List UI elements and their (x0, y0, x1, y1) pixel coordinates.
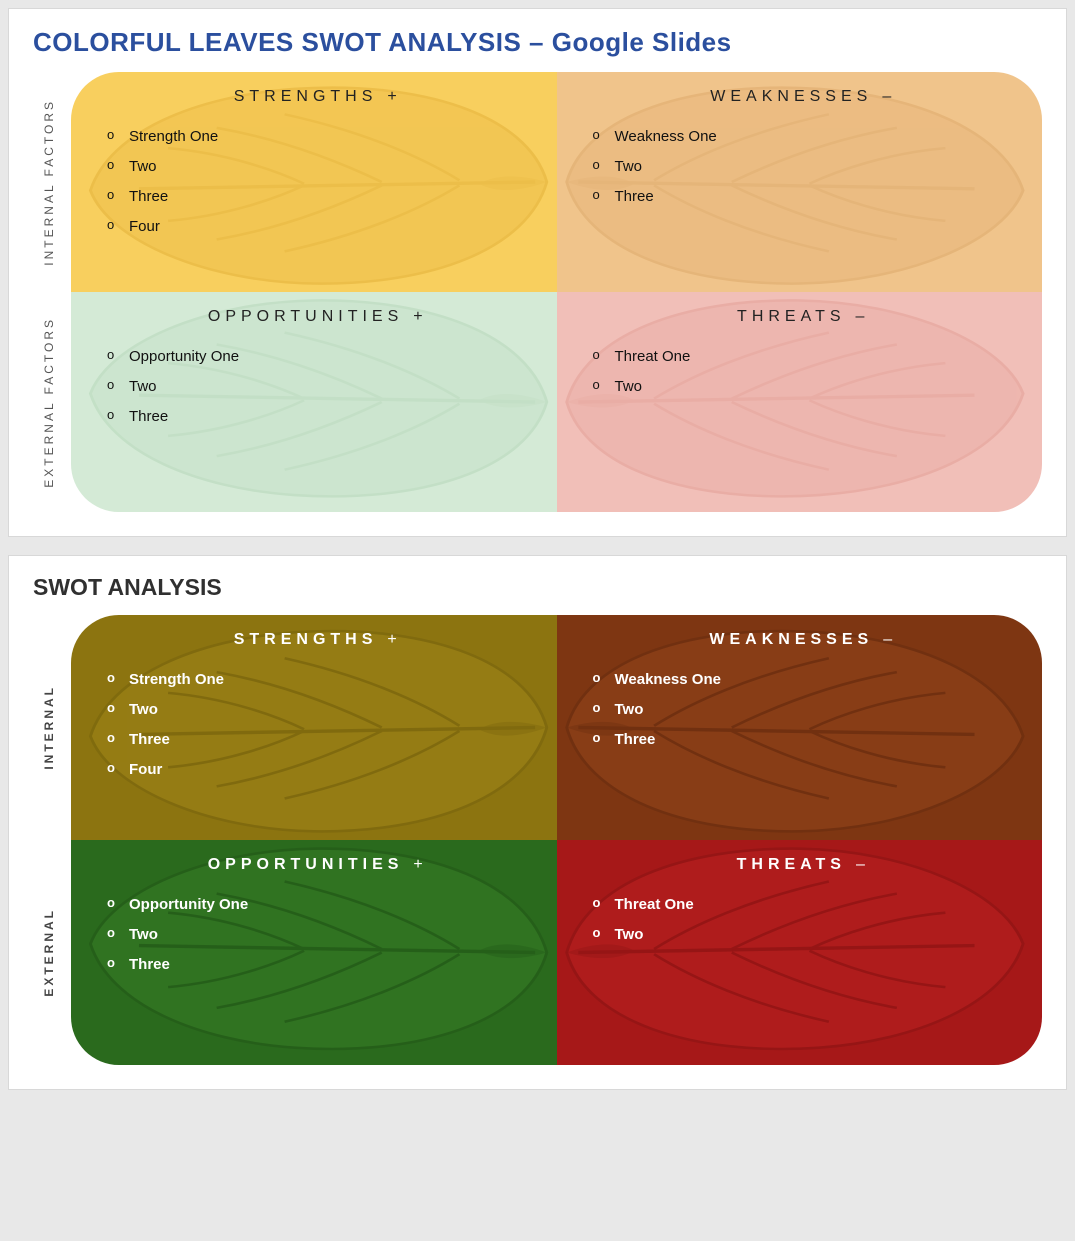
list-item: Weakness One (593, 665, 1015, 695)
quad-sign: + (413, 308, 427, 325)
slide-2-side-labels: INTERNAL EXTERNAL (33, 615, 65, 1065)
quad-items-weaknesses: Weakness OneTwoThree (593, 122, 1015, 212)
side-label-internal: INTERNAL FACTORS (33, 72, 65, 292)
quad-threats: THREATS– Threat OneTwo (557, 292, 1043, 512)
quad-sign: + (413, 856, 427, 873)
quad-weaknesses: WEAKNESSES– Weakness OneTwoThree (557, 615, 1043, 840)
quad-threats: THREATS– Threat OneTwo (557, 840, 1043, 1065)
quad-heading-threats: THREATS– (593, 308, 1015, 326)
quad-heading-opportunities: OPPORTUNITIES + (107, 308, 529, 326)
quad-heading-weaknesses: WEAKNESSES– (593, 631, 1015, 649)
quad-sign: + (387, 631, 401, 648)
slide-2-title: SWOT ANALYSIS (33, 574, 1042, 601)
quad-heading-strengths: STRENGTHS + (107, 631, 529, 649)
quad-sign: – (883, 631, 897, 648)
list-item: Three (593, 725, 1015, 755)
quad-heading-opportunities: OPPORTUNITIES + (107, 856, 529, 874)
slide-1-swot: INTERNAL FACTORS EXTERNAL FACTORS STRENG… (33, 72, 1042, 512)
quad-items-threats: Threat OneTwo (593, 342, 1015, 402)
list-item: Three (593, 182, 1015, 212)
list-item: Three (107, 950, 529, 980)
slide-1-grid: STRENGTHS+Strength OneTwoThreeFour WEAKN… (71, 72, 1042, 512)
slide-1-card: COLORFUL LEAVES SWOT ANALYSIS – Google S… (8, 8, 1067, 537)
list-item: Two (107, 695, 529, 725)
list-item: Strength One (107, 122, 529, 152)
quad-sign: – (856, 856, 870, 873)
side-label-internal: INTERNAL (33, 615, 65, 840)
quad-weaknesses: WEAKNESSES– Weakness OneTwoThree (557, 72, 1043, 292)
quad-heading-text: WEAKNESSES (709, 631, 873, 648)
list-item: Three (107, 402, 529, 432)
list-item: Opportunity One (107, 342, 529, 372)
quad-opportunities: OPPORTUNITIES + Opportunity OneTwoThree (71, 292, 557, 512)
quad-heading-text: THREATS (737, 856, 846, 873)
quad-sign: – (856, 308, 870, 325)
quad-items-threats: Threat OneTwo (593, 890, 1015, 950)
quad-heading-weaknesses: WEAKNESSES– (593, 88, 1015, 106)
list-item: Two (107, 372, 529, 402)
list-item: Threat One (593, 342, 1015, 372)
list-item: Strength One (107, 665, 529, 695)
slide-2-grid: STRENGTHS+Strength OneTwoThreeFour WEAKN… (71, 615, 1042, 1065)
list-item: Two (593, 152, 1015, 182)
quad-heading-text: OPPORTUNITIES (208, 856, 404, 873)
side-label-external: EXTERNAL FACTORS (33, 292, 65, 512)
quad-heading-text: THREATS (737, 308, 845, 325)
slide-2-swot: INTERNAL EXTERNAL STRENGTHS + Strength One… (33, 615, 1042, 1065)
quad-sign: + (387, 88, 401, 105)
list-item: Three (107, 725, 529, 755)
list-item: Two (593, 695, 1015, 725)
quad-strengths: STRENGTHS + Strength OneTwoThreeFour (71, 615, 557, 840)
quad-heading-text: STRENGTHS (234, 88, 378, 105)
list-item: Four (107, 755, 529, 785)
quad-heading-text: WEAKNESSES (710, 88, 872, 105)
side-label-external: EXTERNAL (33, 840, 65, 1065)
list-item: Two (107, 152, 529, 182)
list-item: Two (593, 372, 1015, 402)
quad-opportunities: OPPORTUNITIES + Opportunity OneTwoThree (71, 840, 557, 1065)
list-item: Four (107, 212, 529, 242)
quad-heading-strengths: STRENGTHS + (107, 88, 529, 106)
list-item: Opportunity One (107, 890, 529, 920)
quad-items-opportunities: Opportunity OneTwoThree (107, 342, 529, 432)
list-item: Three (107, 182, 529, 212)
quad-sign: – (882, 88, 896, 105)
quad-items-strengths: Strength OneTwoThreeFour (107, 122, 529, 242)
list-item: Two (107, 920, 529, 950)
quad-items-weaknesses: Weakness OneTwoThree (593, 665, 1015, 755)
quad-items-strengths: Strength OneTwoThreeFour (107, 665, 529, 785)
quad-items-opportunities: Opportunity OneTwoThree (107, 890, 529, 980)
quad-strengths: STRENGTHS + Strength OneTwoThreeFour (71, 72, 557, 292)
list-item: Threat One (593, 890, 1015, 920)
list-item: Weakness One (593, 122, 1015, 152)
list-item: Two (593, 920, 1015, 950)
slide-2-card: SWOT ANALYSIS INTERNAL EXTERNAL STRENGTH… (8, 555, 1067, 1090)
quad-heading-threats: THREATS– (593, 856, 1015, 874)
quad-heading-text: STRENGTHS (234, 631, 378, 648)
slide-1-side-labels: INTERNAL FACTORS EXTERNAL FACTORS (33, 72, 65, 512)
quad-heading-text: OPPORTUNITIES (208, 308, 403, 325)
slide-1-title: COLORFUL LEAVES SWOT ANALYSIS – Google S… (33, 27, 1042, 58)
